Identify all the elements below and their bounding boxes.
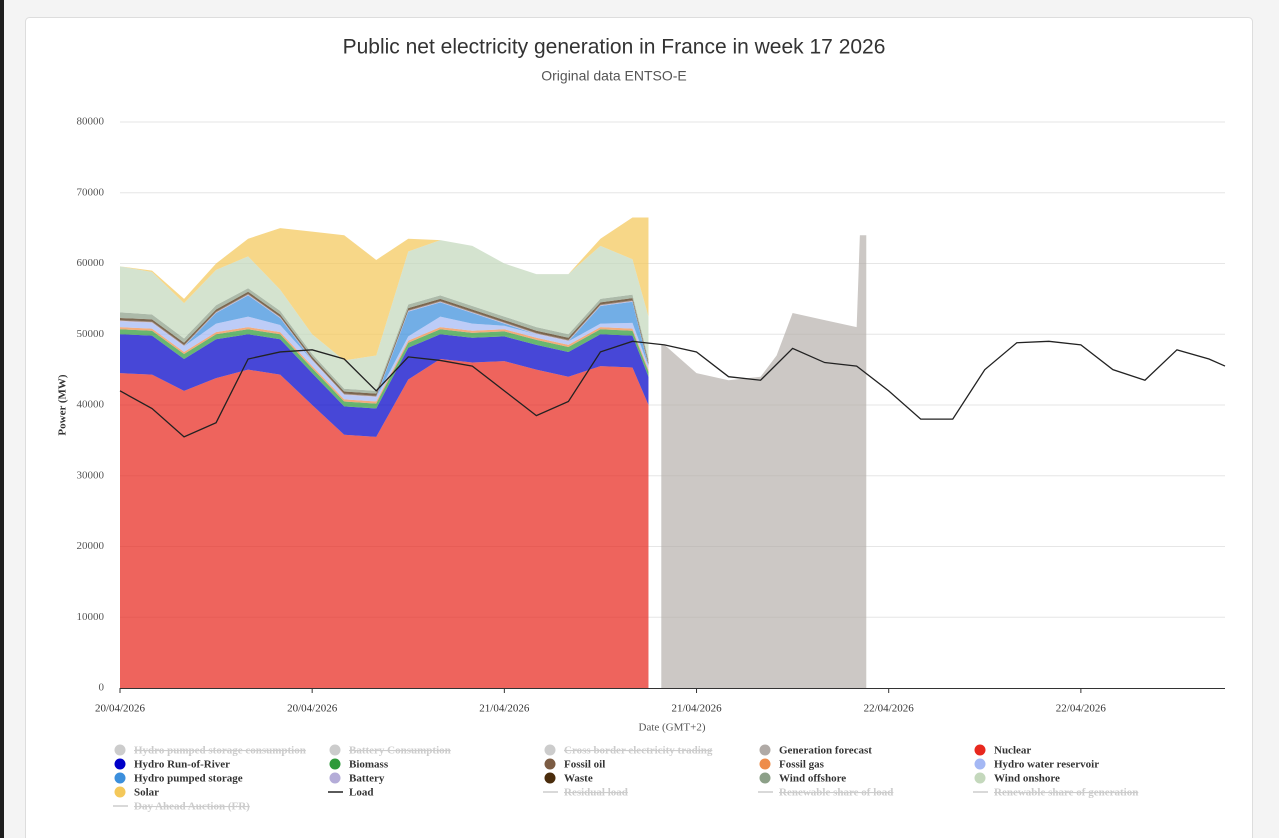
forecast-area [661, 235, 867, 688]
legend-symbol [329, 772, 341, 784]
legend-symbol [544, 772, 556, 784]
legend-item[interactable]: Cross border electricity trading [544, 744, 713, 757]
y-tick-label: 10000 [77, 611, 105, 623]
x-tick-label: 20/04/2026 [95, 703, 146, 715]
legend-item[interactable]: Wind onshore [974, 772, 1061, 785]
legend-label: Waste [564, 773, 593, 785]
legend-item[interactable]: Hydro Run-of-River [114, 758, 231, 771]
y-tick-label: 30000 [77, 469, 105, 481]
window-edge [0, 0, 4, 838]
y-tick-label: 60000 [77, 257, 105, 269]
legend-label: Nuclear [994, 745, 1031, 757]
y-tick-label: 20000 [77, 540, 105, 552]
legend-label: Hydro Run-of-River [134, 759, 230, 771]
legend-item[interactable]: Residual load [543, 787, 628, 799]
y-axis-title: Power (MW) [57, 374, 69, 436]
legend-item[interactable]: Hydro pumped storage consumption [114, 744, 306, 757]
area [120, 217, 649, 361]
legend-item[interactable]: Renewable share of load [758, 787, 893, 799]
legend-item[interactable]: Fossil oil [544, 758, 606, 771]
area [120, 359, 649, 688]
x-tick-label: 22/04/2026 [1056, 703, 1107, 715]
legend-label: Battery [349, 773, 385, 785]
x-tick-label: 21/04/2026 [479, 703, 530, 715]
legend-label: Cross border electricity trading [564, 745, 713, 757]
legend-label: Day Ahead Auction (FR) [134, 801, 250, 813]
x-tick-label: 20/04/2026 [287, 703, 338, 715]
legend-symbol [544, 758, 556, 770]
legend-label: Renewable share of generation [994, 787, 1138, 799]
area [120, 334, 649, 437]
legend-label: Fossil gas [779, 759, 825, 771]
legend-symbol [544, 744, 556, 756]
legend-symbol [759, 772, 771, 784]
legend-item[interactable]: Fossil gas [759, 758, 825, 771]
y-tick-label: 50000 [77, 328, 105, 340]
area [120, 329, 649, 409]
legend-label: Battery Consumption [349, 745, 451, 757]
legend-label: Biomass [349, 759, 389, 771]
chart-subtitle: Original data ENTSO-E [541, 68, 687, 84]
x-tick-label: 21/04/2026 [671, 703, 722, 715]
legend-item[interactable]: Battery [329, 772, 385, 785]
legend-symbol [759, 744, 771, 756]
legend-symbol [114, 744, 126, 756]
legend-symbol [974, 772, 986, 784]
legend-label: Hydro pumped storage consumption [134, 745, 306, 757]
legend-symbol [329, 744, 341, 756]
legend-label: Residual load [564, 787, 628, 799]
legend-label: Wind offshore [779, 773, 846, 785]
legend-label: Solar [134, 787, 159, 799]
chart-title: Public net electricity generation in Fra… [343, 36, 886, 59]
legend-item[interactable]: Biomass [329, 758, 389, 771]
y-tick-label: 0 [99, 682, 105, 694]
area [120, 327, 649, 404]
area [120, 295, 649, 398]
legend-item[interactable]: Nuclear [974, 744, 1032, 757]
legend-item[interactable]: Renewable share of generation [973, 787, 1138, 799]
y-tick-label: 40000 [77, 399, 105, 411]
legend-item[interactable]: Wind offshore [759, 772, 847, 785]
x-tick-label: 22/04/2026 [864, 703, 915, 715]
load-line [119, 340, 1226, 438]
legend-label: Load [349, 787, 373, 799]
legend-symbol [114, 786, 126, 798]
legend-item[interactable]: Solar [114, 786, 160, 799]
legend-label: Renewable share of load [779, 787, 893, 799]
legend-label: Generation forecast [779, 745, 872, 757]
legend-label: Fossil oil [564, 759, 605, 771]
legend-symbol [329, 758, 341, 770]
legend-label: Hydro pumped storage [134, 773, 243, 785]
legend-item[interactable]: Hydro water reservoir [974, 758, 1100, 771]
legend-label: Wind onshore [994, 773, 1060, 785]
legend-item[interactable]: Generation forecast [759, 744, 873, 757]
y-tick-label: 80000 [77, 116, 105, 128]
legend-item[interactable]: Battery Consumption [329, 744, 451, 757]
area [120, 316, 649, 402]
legend-item[interactable]: Day Ahead Auction (FR) [113, 801, 250, 813]
legend-symbol [974, 744, 986, 756]
legend-item[interactable]: Waste [544, 772, 593, 785]
legend-symbol [974, 758, 986, 770]
y-tick-label: 70000 [77, 186, 105, 198]
legend-symbol [114, 772, 126, 784]
area [120, 240, 649, 391]
legend-label: Hydro water reservoir [994, 759, 1099, 771]
x-axis-title: Date (GMT+2) [639, 722, 706, 734]
legend-symbol [114, 758, 126, 770]
legend-item[interactable]: Hydro pumped storage [114, 772, 243, 785]
legend-symbol [759, 758, 771, 770]
legend-item[interactable]: Load [328, 787, 373, 799]
